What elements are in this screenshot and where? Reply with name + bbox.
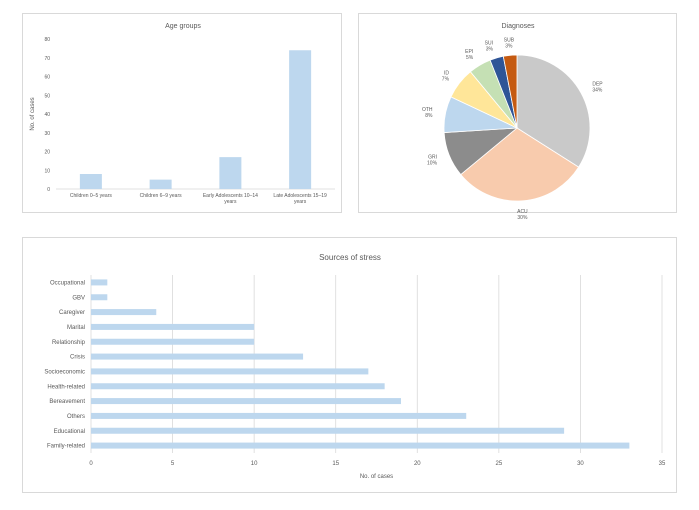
slice-label: OTH xyxy=(422,107,433,113)
y-tick-label: Relationship xyxy=(52,340,86,346)
slice-label: SUI xyxy=(485,40,493,46)
slice-label: DEP xyxy=(592,82,603,88)
y-tick-label: 40 xyxy=(44,112,50,118)
x-tick-label: 15 xyxy=(332,461,339,467)
x-tick-label: years xyxy=(224,199,237,205)
slice-label: ID xyxy=(444,70,449,76)
y-tick-label: Caregiver xyxy=(59,310,85,316)
age-groups-chart-panel: Age groups 0 10 20 30 40 50 60 70 80 No. of cases C… xyxy=(22,13,342,213)
bar xyxy=(91,294,108,301)
x-tick-label: 0 xyxy=(89,461,93,467)
x-tick-label: 10 xyxy=(251,461,258,467)
y-tick-label: 10 xyxy=(44,168,50,174)
y-tick-label: Educational xyxy=(54,429,85,435)
y-tick-label: Bereavement xyxy=(49,399,85,405)
bar xyxy=(289,50,312,189)
x-tick-label: 30 xyxy=(577,461,584,467)
bar xyxy=(91,353,304,360)
y-tick-label: GBV xyxy=(72,295,85,301)
diagnoses-chart-panel: Diagnoses DEP 34% ACU 30% GRI 10% OTH 8% ID 7% EPI 5… xyxy=(358,13,677,221)
y-tick-label: 30 xyxy=(44,131,50,137)
slice-percent: 3% xyxy=(505,43,513,49)
slice-percent: 34% xyxy=(592,88,603,94)
y-tick-label: Socioeconomic xyxy=(44,369,85,375)
x-tick-label: 5 xyxy=(171,461,175,467)
slice-label: ACU xyxy=(517,209,528,215)
slice-label: SUB xyxy=(504,37,515,43)
age-groups-chart: Age groups 0 10 20 30 40 50 60 70 80 No. of cases C… xyxy=(30,23,335,205)
x-tick-label: Early Adolescents 10–14 xyxy=(203,193,258,199)
y-tick-label: 60 xyxy=(44,75,50,81)
bar xyxy=(91,279,108,286)
x-tick-label: years xyxy=(294,199,307,205)
x-tick-label: Children 0–5 years xyxy=(70,193,112,199)
bar xyxy=(91,398,401,405)
y-tick-label: Family-related xyxy=(47,444,85,450)
bar xyxy=(91,323,255,330)
y-tick-label: 80 xyxy=(44,37,50,43)
bar xyxy=(91,368,369,375)
sources-of-stress-chart-panel: Sources of stress 0 5 10 15 20 25 30 35 No. of ca… xyxy=(22,237,677,493)
slice-percent: 5% xyxy=(466,55,474,61)
chart-title: Diagnoses xyxy=(501,23,535,30)
bar xyxy=(149,179,172,189)
y-tick-label: Others xyxy=(67,414,85,420)
slice-percent: 3% xyxy=(486,46,494,52)
sources-of-stress-chart: Sources of stress 0 5 10 15 20 25 30 35 No. of ca… xyxy=(44,253,666,480)
slice-label: EPI xyxy=(465,49,473,55)
bar xyxy=(91,427,565,434)
pie-slice xyxy=(516,54,591,168)
x-tick-label: Children 6–9 years xyxy=(140,193,182,199)
bar xyxy=(79,174,102,189)
y-tick-label: 70 xyxy=(44,56,50,62)
y-axis-label: No. of cases xyxy=(30,97,36,130)
x-tick-label: 35 xyxy=(659,461,666,467)
y-tick-label: 0 xyxy=(47,187,50,193)
x-tick-label: 25 xyxy=(496,461,503,467)
slice-percent: 30% xyxy=(517,215,528,221)
bar xyxy=(91,412,467,419)
pie-slice xyxy=(460,127,580,202)
y-tick-label: Health-related xyxy=(47,384,85,390)
bar xyxy=(91,338,255,345)
pie-slice xyxy=(502,54,518,129)
y-tick-label: Marital xyxy=(67,325,85,331)
chart-title: Sources of stress xyxy=(319,253,381,262)
slice-label: GRI xyxy=(428,155,437,161)
x-tick-label: 20 xyxy=(414,461,421,467)
x-axis-label: No. of cases xyxy=(360,474,393,480)
y-tick-label: 20 xyxy=(44,150,50,156)
y-tick-label: 50 xyxy=(44,93,50,99)
bar xyxy=(219,157,242,189)
bar xyxy=(91,442,630,449)
slice-percent: 8% xyxy=(425,113,433,119)
slice-percent: 7% xyxy=(442,76,450,82)
x-tick-label: Late Adolescents 15–19 xyxy=(273,193,327,199)
chart-title: Age groups xyxy=(165,23,201,30)
bar xyxy=(91,309,157,316)
y-tick-label: Crisis xyxy=(70,355,85,361)
bar xyxy=(91,383,385,390)
y-tick-label: Occupational xyxy=(50,280,85,286)
slice-percent: 10% xyxy=(427,161,438,167)
